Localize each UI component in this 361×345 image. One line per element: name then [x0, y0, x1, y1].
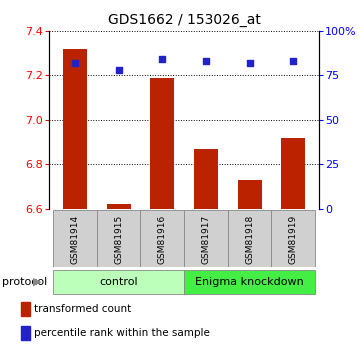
Bar [228, 210, 271, 267]
Bar [106, 204, 131, 209]
Text: GSM81916: GSM81916 [158, 215, 167, 264]
Text: Enigma knockdown: Enigma knockdown [195, 277, 304, 286]
Text: GSM81914: GSM81914 [70, 215, 79, 264]
Point [72, 60, 78, 66]
Text: percentile rank within the sample: percentile rank within the sample [34, 328, 210, 338]
Bar [140, 210, 184, 267]
Text: GSM81918: GSM81918 [245, 215, 254, 264]
Bar [21, 326, 30, 340]
Point [203, 59, 209, 64]
Bar [184, 210, 228, 267]
Text: protocol: protocol [2, 277, 47, 286]
Point [116, 67, 122, 73]
Bar [53, 270, 184, 294]
Text: transformed count: transformed count [34, 304, 131, 314]
Text: GSM81919: GSM81919 [289, 215, 298, 264]
Bar [271, 210, 315, 267]
Point [160, 57, 165, 62]
Point [290, 59, 296, 64]
Bar [63, 49, 87, 209]
Title: GDS1662 / 153026_at: GDS1662 / 153026_at [108, 13, 261, 27]
Text: control: control [99, 277, 138, 286]
Bar [53, 210, 97, 267]
Bar [281, 138, 305, 209]
Bar [238, 180, 262, 209]
Bar [194, 149, 218, 209]
Bar [150, 78, 174, 209]
Bar [97, 210, 140, 267]
Point [247, 60, 252, 66]
Text: GSM81917: GSM81917 [201, 215, 210, 264]
Bar [21, 302, 30, 316]
Text: GSM81915: GSM81915 [114, 215, 123, 264]
Bar [184, 270, 315, 294]
Text: ▶: ▶ [33, 277, 42, 286]
